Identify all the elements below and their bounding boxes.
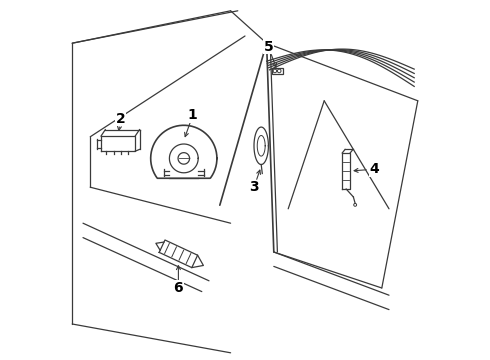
Text: 4: 4 xyxy=(370,162,379,176)
Text: 5: 5 xyxy=(264,40,273,54)
Text: 1: 1 xyxy=(188,108,197,122)
Text: 3: 3 xyxy=(249,180,259,194)
Text: 6: 6 xyxy=(173,281,183,295)
Text: 2: 2 xyxy=(116,112,125,126)
